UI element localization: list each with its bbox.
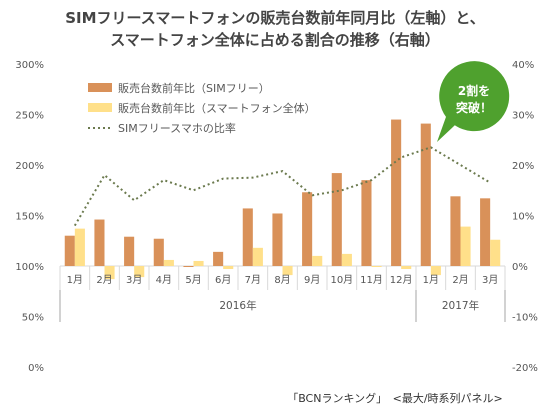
bar-smartphone-total bbox=[134, 266, 145, 278]
bar-smartphone-total bbox=[341, 253, 352, 266]
bar-smartphone-total bbox=[312, 255, 323, 266]
y-left-tick-label: 50% bbox=[22, 313, 44, 324]
callout-line1: 2割を bbox=[458, 83, 490, 98]
bars-layer bbox=[64, 119, 501, 280]
category-label: 3月 bbox=[126, 274, 142, 286]
category-label: 1月 bbox=[423, 274, 439, 286]
bar-smartphone-total bbox=[163, 259, 174, 266]
y-left-tick-label: 300% bbox=[15, 60, 44, 71]
line-layer bbox=[73, 146, 491, 227]
y-left-tick-label: 150% bbox=[15, 212, 44, 223]
category-label: 2月 bbox=[96, 274, 112, 286]
chart-title-line1: SIMフリースマートフォンの販売台数前年同月比（左軸）と、 bbox=[65, 9, 485, 27]
y-left-tick-label: 200% bbox=[15, 161, 44, 172]
category-label: 7月 bbox=[245, 274, 261, 286]
bar-sim-free bbox=[361, 180, 372, 266]
y-right-tick-label: 0% bbox=[512, 262, 528, 273]
callout-bubble: 2割を 突破！ bbox=[437, 61, 510, 142]
category-label: 4月 bbox=[156, 274, 172, 286]
callout-line2: 突破！ bbox=[456, 100, 492, 115]
bar-sim-free bbox=[420, 123, 431, 266]
bar-sim-free bbox=[183, 266, 194, 268]
bar-sim-free bbox=[302, 192, 313, 266]
bar-smartphone-total bbox=[282, 266, 293, 276]
y-right-tick-label: 20% bbox=[512, 161, 534, 172]
y-left-tick-label: 100% bbox=[15, 262, 44, 273]
y-right-tick-label: 40% bbox=[512, 60, 534, 71]
bar-smartphone-total bbox=[252, 247, 263, 266]
bar-smartphone-total bbox=[223, 266, 234, 270]
year-group-label: 2017年 bbox=[442, 299, 479, 312]
category-label: 6月 bbox=[215, 274, 231, 286]
category-label: 2月 bbox=[452, 274, 468, 286]
y-right-tick-label: -10% bbox=[512, 313, 538, 324]
bar-smartphone-total bbox=[401, 266, 412, 270]
bar-sim-free bbox=[94, 219, 105, 266]
category-label: 11月 bbox=[360, 274, 383, 286]
legend-label: 販売台数前年比（スマートフォン全体） bbox=[118, 101, 316, 115]
category-label: 12月 bbox=[390, 274, 413, 286]
y-right-tick-label: 30% bbox=[512, 111, 534, 122]
category-label: 8月 bbox=[274, 274, 290, 286]
chart-title-line2: スマートフォン全体に占める割合の推移（右軸） bbox=[110, 31, 440, 49]
bar-smartphone-total bbox=[490, 239, 501, 266]
bar-sim-free bbox=[124, 236, 135, 266]
callout-shape bbox=[437, 61, 510, 142]
bar-smartphone-total bbox=[460, 226, 471, 266]
y-left-tick-label: 250% bbox=[15, 111, 44, 122]
year-group-label: 2016年 bbox=[219, 299, 256, 312]
bar-smartphone-total bbox=[193, 260, 204, 266]
category-label: 1月 bbox=[67, 274, 83, 286]
bar-sim-free bbox=[480, 198, 491, 266]
ratio-line bbox=[73, 146, 491, 227]
bar-sim-free bbox=[272, 213, 283, 266]
bar-smartphone-total bbox=[104, 266, 115, 280]
y-right-tick-label: 10% bbox=[512, 212, 534, 223]
legend: 販売台数前年比（SIMフリー） 販売台数前年比（スマートフォン全体） SIMフリース… bbox=[88, 81, 316, 135]
bar-sim-free bbox=[331, 173, 342, 266]
legend-label: 販売台数前年比（SIMフリー） bbox=[118, 81, 270, 95]
labels-layer: 1月 2月 3月 4月 5月 6月 7月 8月 9月 10月 11月 12月 1月 2月 3月 2016年 20… bbox=[67, 274, 499, 312]
category-label: 3月 bbox=[482, 274, 498, 286]
category-label: 10月 bbox=[330, 274, 353, 286]
bar-sim-free bbox=[64, 235, 75, 266]
source-note: 「BCNランキング」 <最大/時系列パネル> bbox=[287, 391, 503, 405]
y-left-tick-label: 0% bbox=[28, 363, 44, 374]
y-right-tick-label: -20% bbox=[512, 363, 538, 374]
bar-sim-free bbox=[450, 196, 461, 266]
bar-sim-free bbox=[391, 119, 402, 266]
bar-smartphone-total bbox=[430, 266, 441, 276]
bar-sim-free bbox=[153, 238, 164, 266]
bar-sim-free bbox=[213, 251, 224, 266]
bar-smartphone-total bbox=[371, 266, 382, 268]
legend-label: SIMフリースマホの比率 bbox=[118, 121, 236, 135]
bar-smartphone-total bbox=[74, 228, 85, 266]
legend-swatch bbox=[88, 83, 112, 92]
legend-swatch bbox=[88, 103, 112, 112]
bar-sim-free bbox=[242, 208, 253, 266]
category-label: 5月 bbox=[185, 274, 201, 286]
category-label: 9月 bbox=[304, 274, 320, 286]
